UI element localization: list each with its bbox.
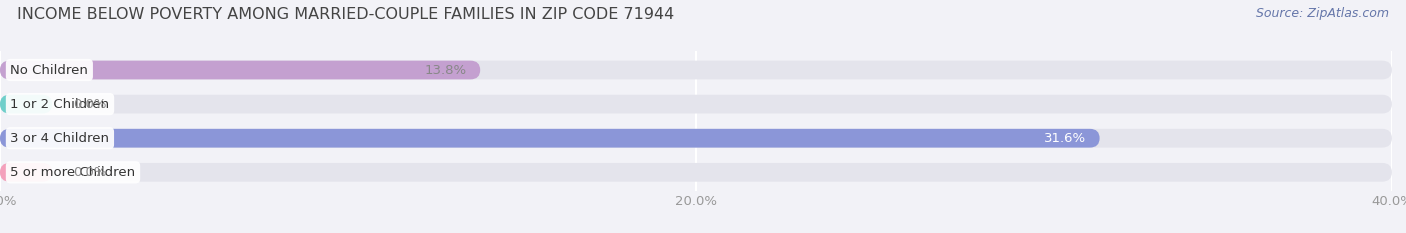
Text: Source: ZipAtlas.com: Source: ZipAtlas.com [1256, 7, 1389, 20]
Text: 1 or 2 Children: 1 or 2 Children [10, 98, 110, 111]
FancyBboxPatch shape [0, 129, 1392, 147]
Text: 13.8%: 13.8% [425, 64, 467, 76]
Text: No Children: No Children [10, 64, 89, 76]
FancyBboxPatch shape [0, 163, 52, 182]
FancyBboxPatch shape [0, 61, 481, 79]
FancyBboxPatch shape [0, 61, 1392, 79]
FancyBboxPatch shape [0, 95, 1392, 113]
FancyBboxPatch shape [0, 129, 1099, 147]
FancyBboxPatch shape [0, 95, 52, 113]
Text: 0.0%: 0.0% [73, 166, 107, 179]
Text: 31.6%: 31.6% [1043, 132, 1085, 145]
FancyBboxPatch shape [0, 163, 1392, 182]
Text: 3 or 4 Children: 3 or 4 Children [10, 132, 110, 145]
Text: 5 or more Children: 5 or more Children [10, 166, 135, 179]
Text: INCOME BELOW POVERTY AMONG MARRIED-COUPLE FAMILIES IN ZIP CODE 71944: INCOME BELOW POVERTY AMONG MARRIED-COUPL… [17, 7, 673, 22]
Text: 0.0%: 0.0% [73, 98, 107, 111]
